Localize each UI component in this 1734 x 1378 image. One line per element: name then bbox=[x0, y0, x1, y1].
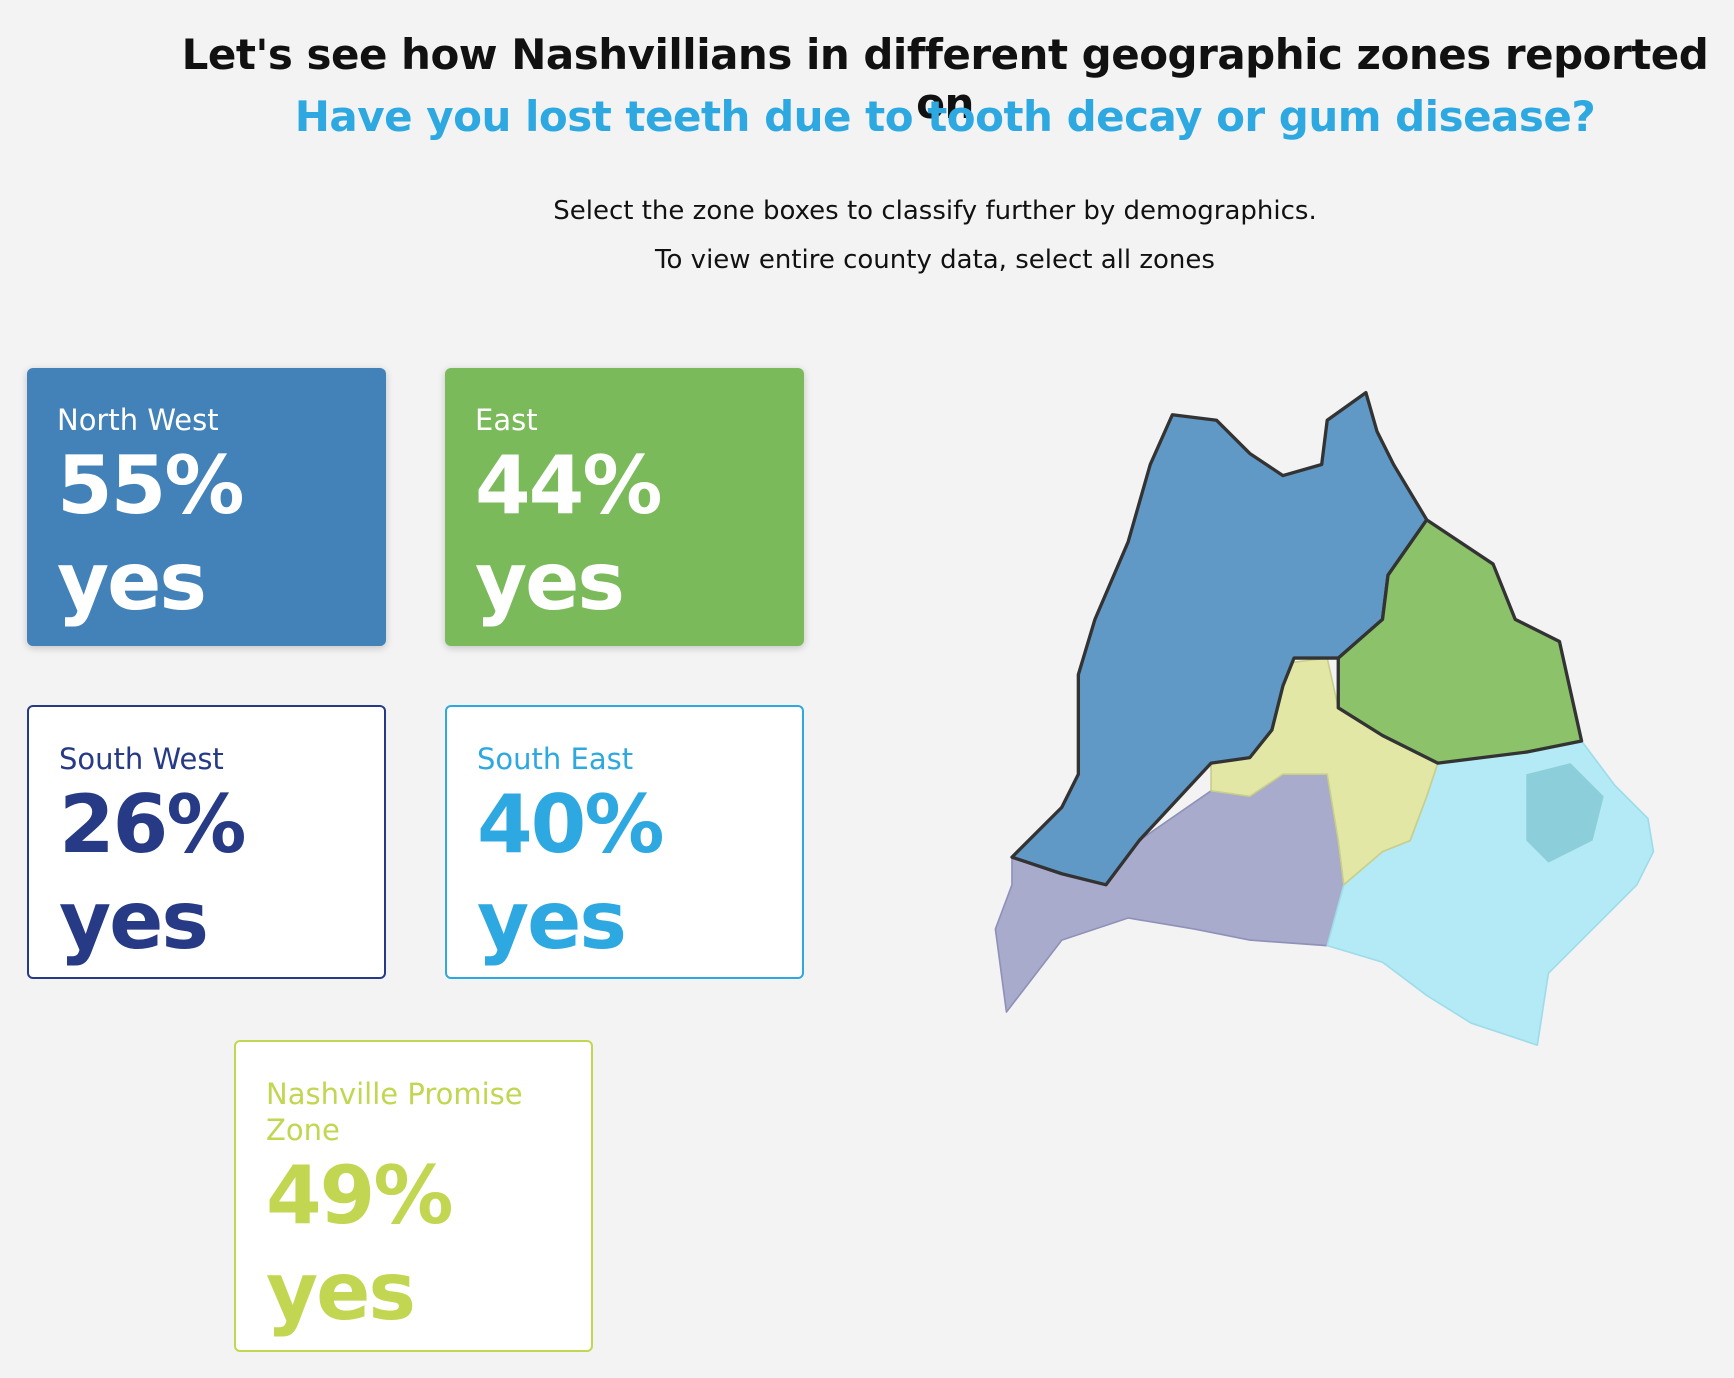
map-region bbox=[1336, 518, 1584, 765]
zone-value: 44% bbox=[475, 439, 662, 532]
zone-card[interactable]: East 44% yes bbox=[445, 368, 804, 646]
zone-card[interactable]: North West 55% yes bbox=[27, 368, 386, 646]
zone-label: yes bbox=[57, 535, 207, 628]
zone-card[interactable]: South West 26% yes bbox=[27, 705, 386, 979]
zone-name: Nashville Promise Zone bbox=[266, 1077, 523, 1147]
zone-label: yes bbox=[59, 874, 209, 967]
zone-label: yes bbox=[477, 874, 627, 967]
instruction: To view entire county data, select all z… bbox=[655, 245, 1215, 275]
zone-label: yes bbox=[266, 1245, 416, 1338]
zone-value: 49% bbox=[266, 1149, 453, 1242]
zone-value: 26% bbox=[59, 778, 246, 871]
question: Have you lost teeth due to tooth decay o… bbox=[294, 92, 1596, 141]
zone-name: North West bbox=[57, 403, 219, 437]
map-region bbox=[1210, 657, 1439, 886]
zone-name: East bbox=[475, 403, 538, 437]
zone-value: 40% bbox=[477, 778, 664, 871]
title: Let's see how Nashvillians in different … bbox=[181, 30, 1709, 128]
zone-name: South West bbox=[59, 742, 224, 776]
zone-card[interactable]: South East 40% yes bbox=[445, 705, 804, 979]
map-lake bbox=[1526, 763, 1604, 863]
zone-value: 55% bbox=[57, 439, 244, 532]
zone-card[interactable]: Nashville Promise Zone 49% yes bbox=[234, 1040, 593, 1352]
instruction: Select the zone boxes to classify furthe… bbox=[553, 196, 1317, 226]
zone-name: South East bbox=[477, 742, 634, 776]
map-region bbox=[1326, 740, 1655, 1046]
map-region bbox=[1010, 390, 1429, 887]
map-region bbox=[994, 773, 1345, 1013]
zone-label: yes bbox=[475, 535, 625, 628]
